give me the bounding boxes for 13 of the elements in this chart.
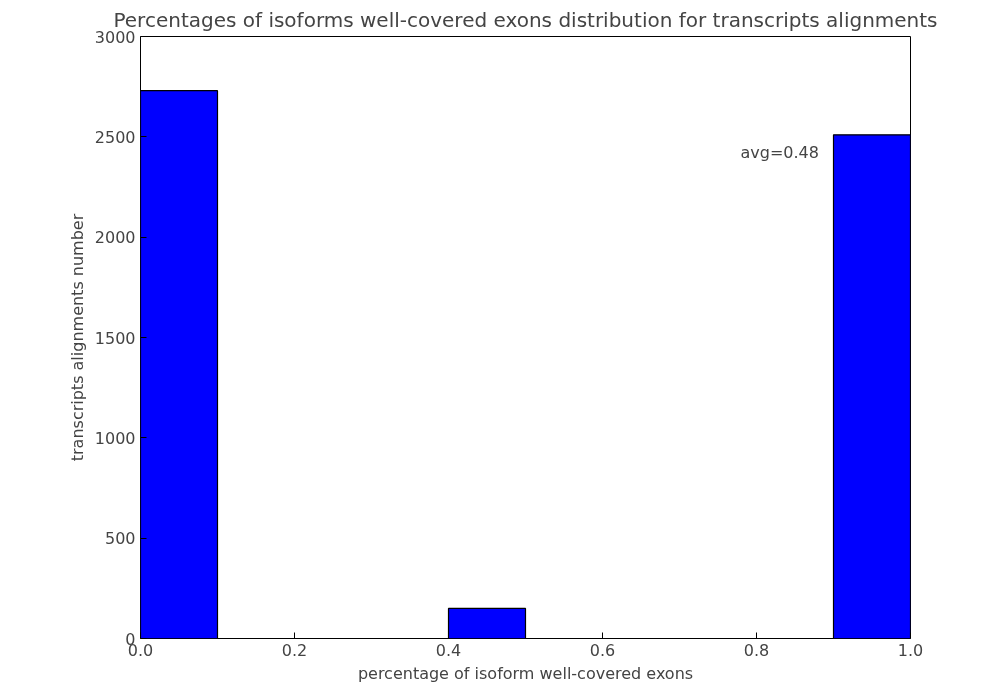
y-tick-label: 1500 [94, 328, 136, 348]
x-tick-label: 0.6 [589, 640, 616, 660]
y-tick-label: 2000 [94, 228, 136, 248]
annotation: avg=0.48 [740, 142, 819, 162]
y-tick-label: 1000 [94, 428, 136, 448]
x-axis-title: percentage of isoform well-covered exons [357, 663, 694, 683]
x-tick-label: 0.4 [435, 640, 462, 660]
x-tick-label: 0.8 [743, 640, 770, 660]
y-tick-label: 2500 [94, 127, 136, 147]
y-axis-title: transcripts alignments number [67, 213, 87, 462]
y-tick-label: 500 [104, 529, 136, 549]
x-tick-label: 0.2 [281, 640, 308, 660]
x-tick-label: 1.0 [897, 640, 924, 660]
